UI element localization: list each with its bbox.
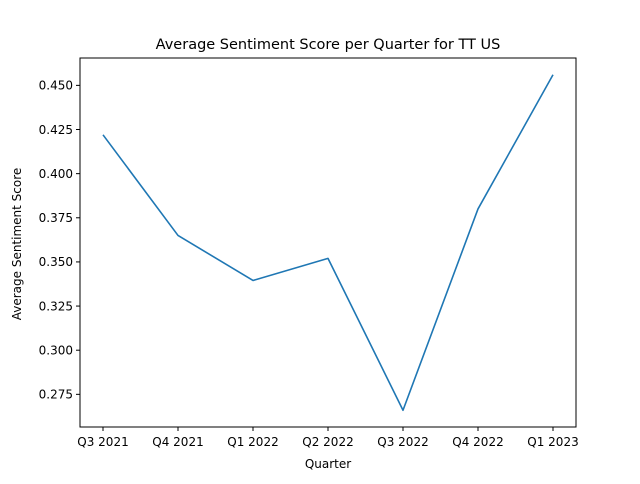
y-tick-label: 0.400 xyxy=(39,167,73,181)
data-point xyxy=(477,208,479,210)
x-tick-label: Q1 2023 xyxy=(527,435,578,449)
x-tick-label: Q4 2021 xyxy=(152,435,203,449)
data-point xyxy=(327,258,329,260)
y-tick-label: 0.425 xyxy=(39,123,73,137)
y-tick-label: 0.325 xyxy=(39,299,73,313)
data-point xyxy=(552,74,554,76)
data-point xyxy=(177,235,179,237)
y-tick-label: 0.300 xyxy=(39,343,73,357)
y-axis-label: Average Sentiment Score xyxy=(10,168,24,321)
data-point xyxy=(252,280,254,282)
x-tick-label: Q4 2022 xyxy=(452,435,503,449)
x-axis-label: Quarter xyxy=(305,457,351,471)
x-tick-label: Q3 2022 xyxy=(377,435,428,449)
plot-frame xyxy=(79,57,577,428)
series-line xyxy=(102,74,554,412)
chart-title: Average Sentiment Score per Quarter for … xyxy=(156,37,501,53)
data-point xyxy=(102,134,104,136)
x-tick-label: Q1 2022 xyxy=(227,435,278,449)
x-tick-label: Q2 2022 xyxy=(302,435,353,449)
data-point xyxy=(402,409,404,411)
y-tick-label: 0.350 xyxy=(39,255,73,269)
y-tick-label: 0.375 xyxy=(39,211,73,225)
y-tick-label: 0.275 xyxy=(39,388,73,402)
x-tick-label: Q3 2021 xyxy=(77,435,128,449)
y-tick-label: 0.450 xyxy=(39,79,73,93)
